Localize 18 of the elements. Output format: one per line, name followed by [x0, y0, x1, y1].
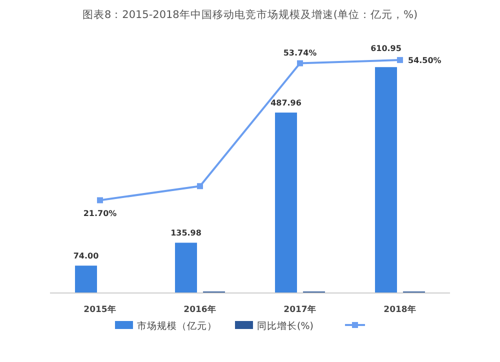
bar	[375, 67, 397, 293]
legend-label: 同比增长(%)	[257, 320, 314, 332]
x-tick-label: 2015年	[84, 304, 116, 315]
data-label: 135.98	[170, 228, 202, 238]
data-label: 610.95	[370, 44, 402, 54]
bar	[275, 112, 297, 293]
x-tick-label: 2018年	[384, 304, 416, 315]
legend-label: 市场规模（亿元）	[137, 320, 217, 332]
data-label: 54.50%	[408, 56, 442, 66]
x-tick-label: 2016年	[184, 304, 216, 315]
bar	[175, 242, 197, 293]
x-tick-label: 2017年	[284, 304, 316, 315]
chart-title: 图表8：2015-2018年中国移动电竞市场规模及增速(单位：亿元，%)	[82, 8, 418, 21]
data-label: 487.96	[270, 98, 302, 108]
data-label: 74.00	[73, 252, 100, 261]
data-label: 53.74%	[283, 48, 317, 58]
data-label: 21.70%	[83, 209, 117, 218]
bar	[75, 266, 97, 293]
